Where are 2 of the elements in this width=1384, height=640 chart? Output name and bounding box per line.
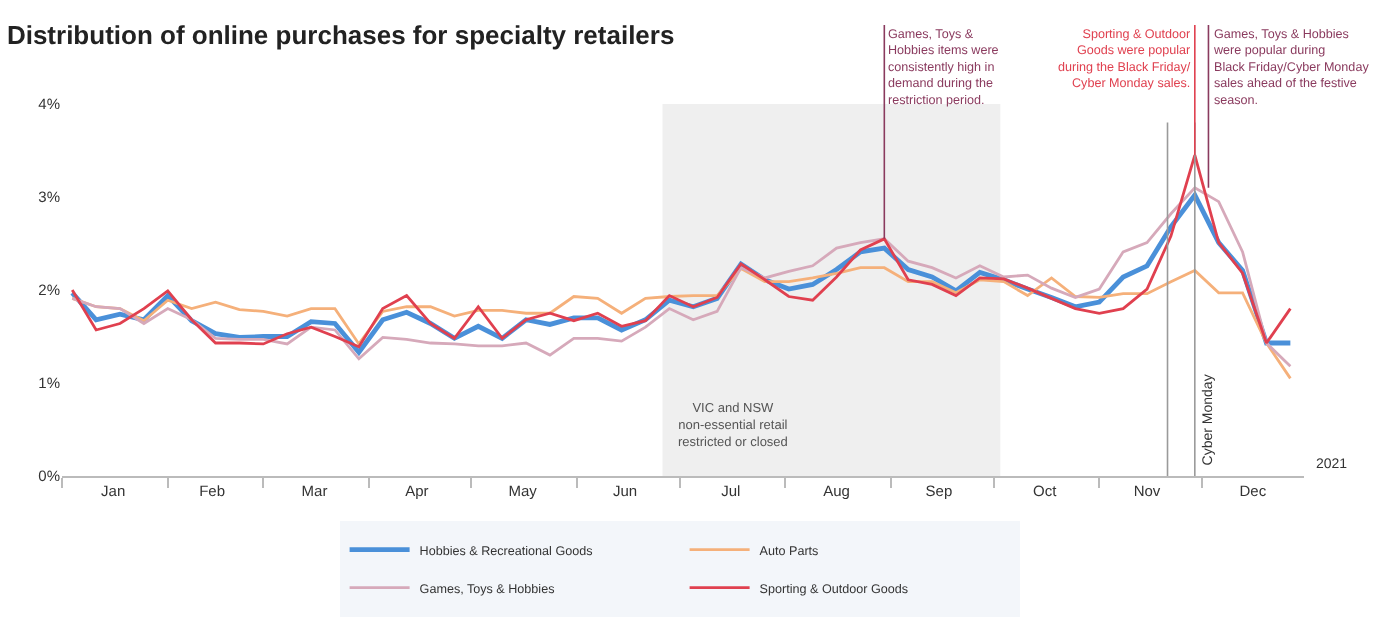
line-series: [70, 153, 1292, 349]
chart-title: Distribution of online purchases for specialty retailers: [6, 19, 675, 50]
